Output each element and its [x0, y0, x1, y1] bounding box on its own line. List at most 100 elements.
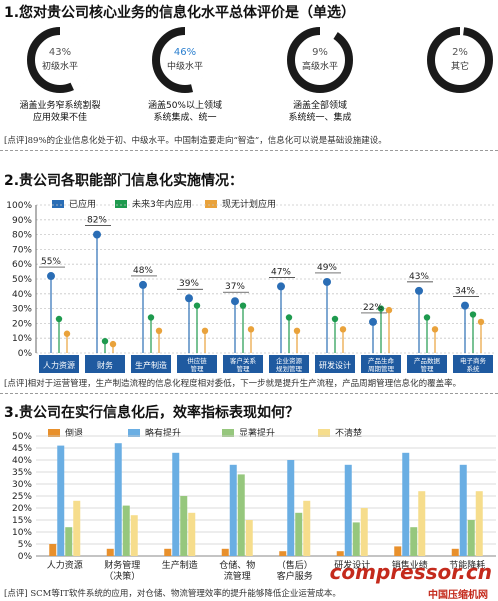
category-label: 管理	[237, 364, 251, 373]
legend-item: 不清楚	[318, 426, 362, 439]
value-label: 82%	[87, 216, 107, 226]
legend-swatch	[52, 199, 64, 208]
bar	[221, 548, 229, 556]
bar	[336, 551, 344, 556]
value-label: 22%	[363, 303, 383, 313]
data-point	[55, 315, 63, 323]
category-box	[39, 355, 79, 373]
category-label: （售后）	[277, 559, 313, 571]
data-point	[469, 311, 477, 318]
efficiency-chart: 0%5%10%15%20%25%30%35%40%45%50%人力资源 财务管理（…	[12, 432, 496, 582]
data-point	[293, 327, 301, 334]
ring-description: 涵盖50%以上领域 系统集成、统一	[147, 101, 222, 123]
legend-item: 倒退	[48, 426, 83, 439]
y-tick-label: 50%	[12, 275, 32, 285]
bar	[180, 496, 188, 556]
ring-percent: 43%	[49, 47, 71, 58]
data-point	[109, 340, 117, 348]
bar	[164, 548, 172, 556]
legend-swatch	[222, 428, 234, 437]
legend-swatch	[128, 428, 140, 437]
category-label: 系统	[467, 364, 481, 373]
data-point	[385, 306, 393, 314]
data-point	[339, 326, 347, 333]
data-point	[193, 302, 201, 309]
ring-chart: 9% 高级水平	[286, 26, 354, 94]
category-label: 电子商务	[460, 356, 487, 365]
y-tick-label: 60%	[12, 260, 32, 270]
ring-value-arc	[151, 26, 219, 94]
value-label: 37%	[225, 282, 245, 292]
y-tick-label: 30%	[12, 305, 32, 315]
watermark-logo: compressor.cn	[329, 560, 492, 584]
ring-label: 初级水平	[42, 60, 78, 72]
legend-label: 不清楚	[335, 429, 363, 439]
data-point	[101, 337, 109, 345]
data-point	[369, 317, 377, 326]
category-label: 销售业绩	[392, 559, 428, 571]
divider	[0, 393, 498, 394]
legend-label: 倒退	[65, 429, 84, 439]
y-tick-label: 40%	[12, 456, 32, 466]
category-label: 周期管理	[368, 364, 395, 373]
watermark-subtitle: 中国压缩机网	[428, 590, 488, 601]
y-tick-label: 10%	[12, 334, 32, 344]
data-point	[277, 282, 285, 291]
data-point	[323, 277, 331, 286]
y-tick-label: 20%	[12, 319, 32, 329]
section3-title: 3.贵公司在实行信息化后，效率指标表现如何？	[4, 405, 300, 421]
ring-value-arc	[286, 26, 354, 94]
ring-track	[287, 27, 353, 93]
category-label: 财务	[97, 360, 113, 370]
ring-percent: 9%	[312, 47, 328, 58]
category-box	[361, 355, 401, 373]
data-point	[285, 314, 293, 321]
bar	[410, 527, 418, 556]
y-tick-label: 80%	[12, 231, 32, 241]
data-point	[139, 280, 147, 289]
category-label: 客户关系	[230, 356, 257, 365]
category-box	[315, 355, 355, 373]
bar	[279, 551, 287, 556]
data-point	[63, 330, 71, 337]
bar	[394, 546, 402, 556]
value-label: 47%	[271, 267, 291, 277]
category-label: 财务管理	[104, 559, 140, 571]
bar	[402, 452, 410, 556]
y-tick-label: 15%	[12, 516, 32, 526]
ring-description: 涵盖业务窄系统割裂 应用效果不佳	[19, 101, 101, 123]
y-tick-label: 100%	[6, 201, 32, 211]
ring-chart: 43% 初级水平	[26, 26, 94, 94]
bar	[237, 474, 245, 556]
value-label: 55%	[41, 257, 61, 267]
category-label: 研发设计	[334, 559, 370, 571]
category-label: 人力资源	[47, 559, 83, 571]
ring-percent: 2%	[452, 47, 468, 58]
category-label: 管理	[421, 364, 435, 373]
bar	[114, 443, 122, 556]
data-point	[377, 305, 385, 312]
category-box	[85, 355, 125, 373]
category-label: 节能降耗	[449, 559, 485, 571]
category-label: （决策）	[104, 570, 140, 582]
legend-label: 显著提升	[239, 429, 276, 439]
bar	[287, 460, 295, 556]
data-point	[461, 301, 469, 310]
implementation-chart: 0% 10% 20% 30% 40% 50% 60% 70% 80% 90% 100% 55% 人力资源…	[6, 201, 496, 373]
section1-title: 1.您对贵公司核心业务的信息化水平总体评价是（单选）	[4, 5, 356, 21]
y-tick-label: 30%	[12, 480, 32, 490]
category-label: 产品数据	[414, 356, 441, 365]
bar	[49, 544, 57, 556]
y-tick-label: 25%	[12, 492, 32, 502]
data-point	[93, 230, 101, 239]
data-point	[415, 286, 423, 295]
y-tick-label: 45%	[12, 444, 32, 454]
legend-label: 略有提升	[145, 429, 182, 439]
y-tick-label: 0%	[18, 552, 33, 562]
bar	[295, 512, 303, 556]
ring-description: 涵盖全部领域 系统统一、集成	[288, 101, 352, 123]
category-label: 研发设计	[319, 360, 351, 370]
ring-value-arc	[426, 26, 494, 94]
data-point	[247, 326, 255, 333]
bar	[451, 548, 459, 556]
